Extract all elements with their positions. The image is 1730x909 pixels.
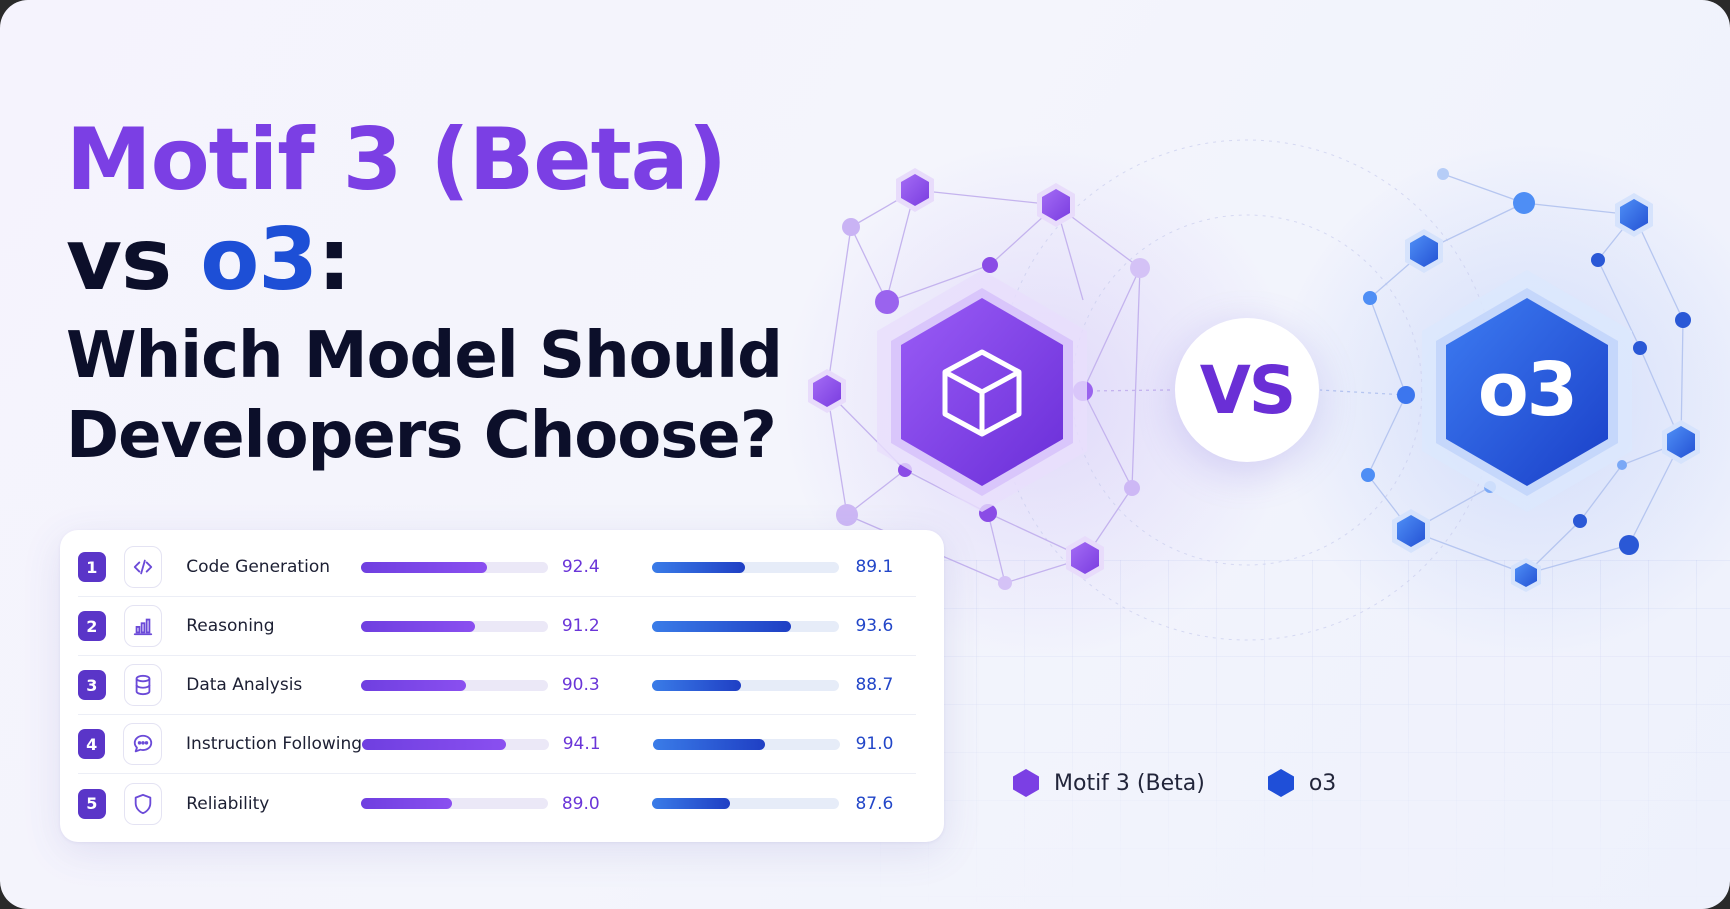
o3-score-value: 89.1 — [855, 557, 894, 577]
o3-score-fill — [652, 738, 766, 750]
cube-icon — [942, 349, 1022, 437]
motif-score-bar — [360, 679, 548, 691]
metric-label: Data Analysis — [186, 675, 303, 695]
o3-score-value: 93.6 — [855, 616, 894, 636]
headline-question-line2: Developers Choose? — [66, 399, 777, 473]
o3-emblem — [1422, 270, 1632, 512]
motif-emblem — [877, 270, 1087, 512]
chat-bubble-icon — [123, 723, 163, 765]
o3-score-value: 91.0 — [855, 734, 894, 754]
blue-hexagon-icon — [1267, 769, 1294, 797]
rank-badge: 3 — [78, 670, 106, 700]
motif-score-bar — [360, 561, 548, 573]
headline-model-a: Motif 3 (Beta) — [66, 110, 727, 210]
metric-label: Reliability — [186, 793, 270, 814]
o3-score-bar — [652, 561, 840, 573]
motif-score-value: 89.0 — [561, 793, 600, 814]
motif-score-value: 90.3 — [561, 675, 600, 695]
o3-score-value: 88.7 — [855, 675, 894, 695]
o3-score-fill — [652, 561, 746, 573]
blue-hex-node — [1410, 235, 1438, 267]
purple-hex-node — [901, 174, 929, 206]
motif-score-value: 91.2 — [561, 616, 600, 636]
table-row: 4 Instruction Following 94.1 91.0 — [78, 715, 916, 774]
headline: Motif 3 (Beta) vs o3: Which Model Should… — [66, 110, 786, 476]
o3-emblem-label: o3 — [1477, 347, 1578, 433]
o3-score-fill — [652, 679, 741, 691]
metric-label: Reasoning — [186, 616, 275, 636]
motif-score-bar — [360, 798, 548, 809]
legend-label-o3: o3 — [1308, 770, 1337, 796]
score-table: 1 Code Generation 92.4 89.1 2 Reasoning 91.2 93… — [60, 530, 944, 842]
purple-hexagon-icon — [1013, 769, 1039, 797]
headline-model-b: o3 — [200, 210, 318, 310]
legend: Motif 3 (Beta) o3 — [1012, 768, 1398, 798]
o3-score-fill — [652, 620, 791, 632]
table-row: 1 Code Generation 92.4 89.1 — [78, 538, 916, 597]
o3-score-bar — [652, 679, 840, 691]
motif-score-bar — [362, 738, 549, 750]
o3-score-bar — [652, 798, 840, 809]
metric-label: Instruction Following — [186, 734, 363, 754]
motif-score-fill — [360, 561, 488, 573]
headline-question-line1: Which Model Should — [66, 319, 783, 393]
grid-floor — [880, 560, 1730, 909]
motif-score-value: 92.4 — [561, 557, 600, 577]
motif-score-fill — [362, 738, 506, 750]
motif-score-fill — [360, 620, 475, 632]
table-row: 3 Data Analysis 90.3 88.7 — [78, 656, 916, 715]
rank-badge: 1 — [78, 552, 106, 582]
legend-item-o3: o3 — [1267, 768, 1336, 798]
motif-score-fill — [360, 798, 453, 809]
shield-icon — [123, 782, 163, 825]
rank-badge: 2 — [78, 611, 106, 641]
bar-chart-icon — [123, 605, 163, 647]
o3-score-fill — [652, 798, 730, 809]
headline-colon: : — [317, 210, 351, 310]
blue-hex-node — [1620, 199, 1648, 231]
rank-badge: 5 — [78, 788, 106, 819]
table-row: 2 Reasoning 91.2 93.6 — [78, 597, 916, 656]
code-icon — [123, 546, 163, 588]
blue-hex-node — [1667, 426, 1695, 458]
motif-score-fill — [360, 679, 466, 691]
motif-score-value: 94.1 — [562, 734, 601, 754]
database-icon — [123, 664, 163, 706]
o3-score-value: 87.6 — [855, 793, 894, 814]
blue-hex-node — [1397, 515, 1425, 547]
o3-score-bar — [652, 738, 840, 750]
legend-item-motif: Motif 3 (Beta) — [1012, 768, 1205, 798]
purple-hex-node — [813, 375, 841, 407]
left-network-nodes — [808, 168, 1150, 590]
metric-label: Code Generation — [186, 557, 330, 577]
headline-vs-text: vs — [66, 210, 201, 310]
motif-score-bar — [360, 620, 548, 632]
o3-score-bar — [652, 620, 840, 632]
rank-badge: 4 — [78, 729, 106, 759]
headline-versus: vs o3: — [66, 210, 786, 310]
purple-hex-node — [1042, 189, 1070, 221]
purple-hex-node — [1071, 542, 1099, 574]
legend-label-motif: Motif 3 (Beta) — [1054, 770, 1205, 796]
table-row: 5 Reliability 89.0 87.6 — [78, 774, 916, 833]
blue-hex-node — [1515, 563, 1537, 587]
vs-badge: VS — [1175, 318, 1319, 462]
